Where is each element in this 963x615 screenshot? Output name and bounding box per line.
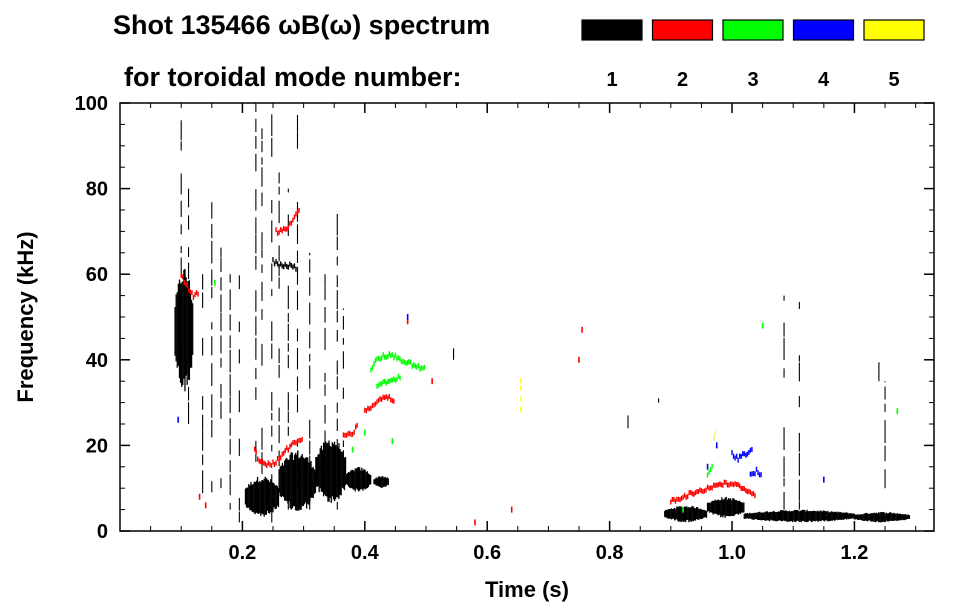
legend-swatch (863, 19, 925, 41)
chart-title: Shot 135466 ωB(ω) spectrum (113, 10, 490, 40)
series-mode-3 (214, 279, 899, 513)
plot-data (174, 103, 911, 526)
x-tick-label: 0.4 (351, 542, 380, 564)
y-tick-label: 80 (86, 179, 108, 201)
legend-swatch (651, 19, 714, 41)
y-tick-label: 60 (86, 264, 108, 286)
x-tick-label: 0.6 (473, 542, 501, 564)
y-tick-label: 40 (86, 350, 108, 372)
legend-swatch (722, 19, 784, 41)
legend-label: 2 (677, 69, 688, 91)
legend-label: 4 (818, 69, 830, 91)
legend-label: 5 (888, 69, 899, 91)
x-tick-label: 0.8 (596, 542, 624, 564)
y-tick-label: 100 (75, 93, 108, 115)
x-tick-label: 1.2 (841, 542, 869, 564)
series-mode-4 (177, 314, 825, 483)
x-tick-label: 1.0 (718, 542, 746, 564)
legend-label: 1 (606, 69, 617, 91)
x-tick-label: 0.2 (228, 542, 256, 564)
legend-label: 3 (747, 69, 758, 91)
y-tick-label: 0 (97, 521, 108, 543)
chart-subtitle: for toroidal mode number: (124, 62, 462, 92)
x-axis-label: Time (s) (485, 577, 569, 602)
legend-swatch (581, 19, 643, 41)
axis-ticks: 0.2 0.4 0.6 0.8 1.0 1.2 0 20 40 60 80 100 (75, 93, 934, 564)
legend-swatch (792, 19, 855, 41)
legend: 1 2 3 4 5 (581, 19, 925, 91)
series-mode-5 (520, 378, 716, 441)
series-mode-1 (174, 103, 911, 523)
y-tick-label: 20 (86, 435, 108, 457)
plot-frame (119, 102, 935, 532)
series-mode-2 (180, 207, 756, 526)
y-axis-label: Frequency (kHz) (13, 231, 38, 402)
